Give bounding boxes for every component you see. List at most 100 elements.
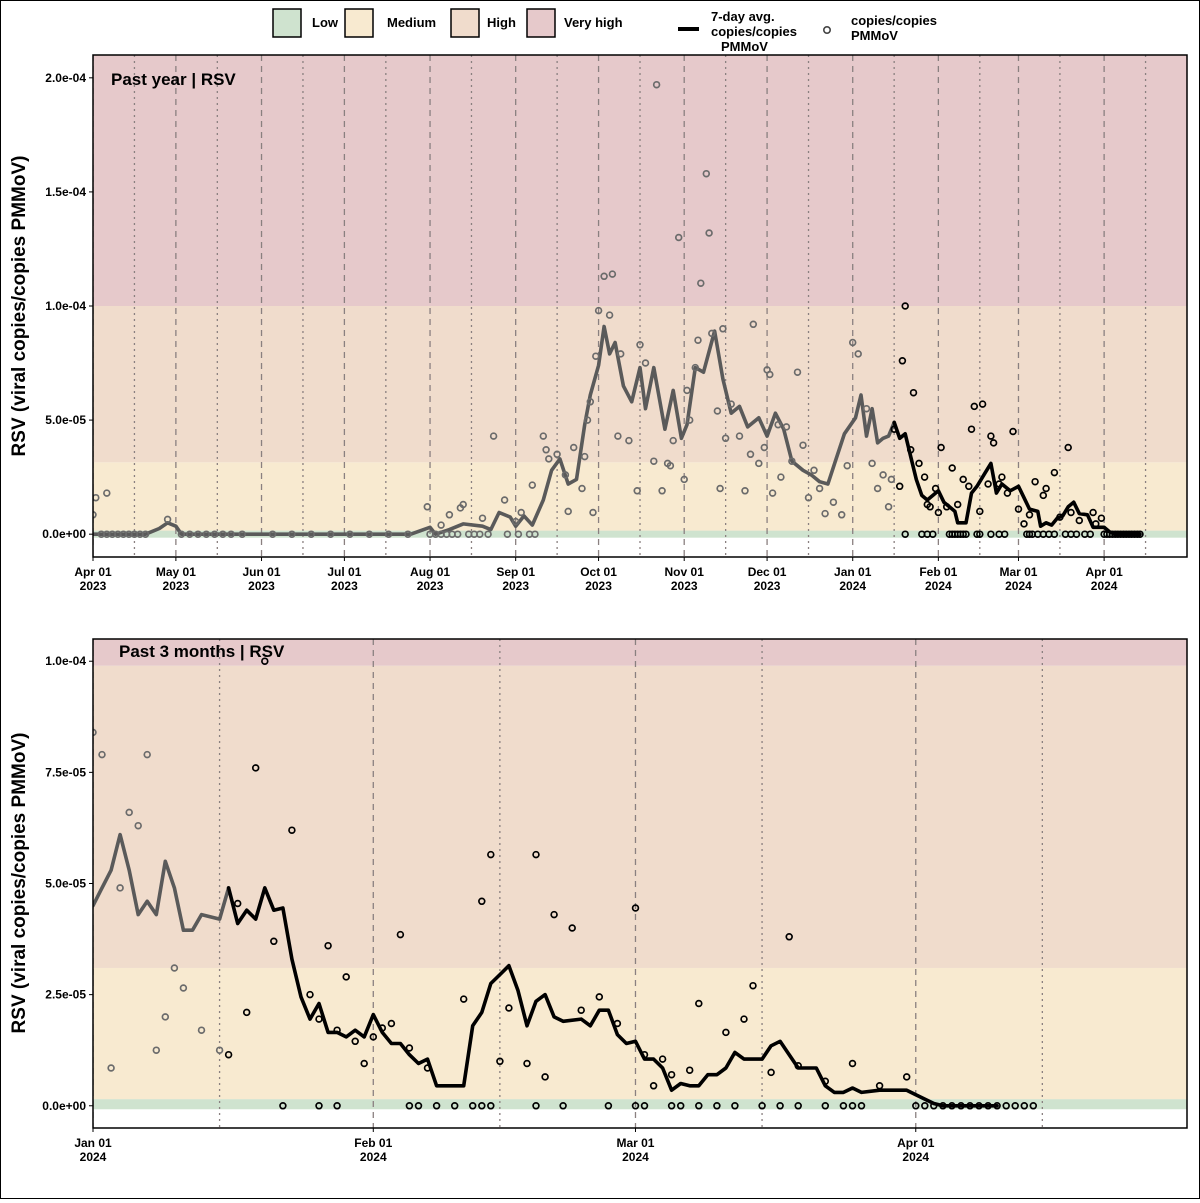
data-point (636, 341, 644, 349)
data-point (1056, 513, 1064, 521)
data-point (975, 1102, 983, 1110)
data-point (676, 1102, 685, 1110)
data-point (93, 493, 100, 502)
plot-area (93, 55, 1187, 557)
plot-area (93, 639, 1187, 1128)
data-point (423, 503, 432, 511)
data-point (875, 1082, 884, 1090)
x-tick-label: Mar 01 (616, 1136, 654, 1150)
x-tick-label: Sep 01 (496, 565, 535, 579)
data-point (768, 489, 777, 497)
band-low-strip (93, 1102, 1187, 1110)
data-point (346, 530, 354, 538)
data-point (384, 530, 393, 538)
data-point (666, 461, 675, 470)
data-point (776, 1102, 784, 1110)
data-point (459, 500, 467, 509)
data-point (901, 302, 909, 310)
data-point (261, 657, 269, 665)
x-tick-label: Dec 01 (748, 565, 787, 579)
data-point (219, 530, 227, 538)
data-point (468, 1102, 477, 1110)
data-point (161, 1013, 170, 1021)
data-point (1029, 1102, 1038, 1110)
data-point (705, 229, 713, 237)
data-point (713, 407, 722, 415)
data-point (909, 388, 918, 397)
data-point (532, 850, 540, 859)
data-point (667, 1102, 676, 1110)
legend-swatch-high (450, 8, 480, 38)
x-tick-year: 2023 (585, 579, 612, 593)
band-medium (93, 967, 1187, 1100)
data-point (487, 1102, 495, 1110)
data-point (984, 1102, 992, 1110)
data-point (625, 436, 633, 445)
data-point (194, 530, 202, 538)
data-point (1020, 520, 1028, 528)
x-tick-label: Jan 01 (74, 1136, 112, 1150)
data-point (667, 1070, 676, 1079)
data-point (788, 457, 796, 465)
y-tick-label: 2.5e-05 (45, 988, 86, 1002)
data-point (170, 964, 179, 972)
data-point (553, 450, 561, 459)
data-point (1086, 530, 1095, 538)
x-tick-year: 2023 (502, 579, 529, 593)
data-point (215, 1046, 224, 1054)
data-point (333, 1026, 341, 1034)
y-tick-label: 1.5e-04 (45, 185, 86, 199)
data-point (685, 1066, 694, 1074)
data-point (453, 530, 462, 538)
data-point (680, 475, 688, 484)
data-point (691, 363, 700, 372)
data-point (1011, 1102, 1019, 1110)
data-point (613, 1019, 622, 1028)
data-point (592, 352, 600, 360)
x-tick-label: Jul 01 (327, 565, 361, 579)
data-point (948, 1102, 956, 1110)
x-tick-year: 2023 (80, 579, 107, 593)
x-tick-year: 2024 (360, 1150, 387, 1164)
data-point (1000, 530, 1009, 538)
x-tick-label: Nov 01 (665, 565, 705, 579)
data-point (224, 1050, 233, 1059)
data-point (432, 1102, 441, 1110)
data-point (921, 1102, 929, 1110)
data-point (396, 930, 405, 939)
data-point (722, 1028, 730, 1037)
data-point (1009, 427, 1017, 436)
data-point (478, 514, 487, 522)
data-point (898, 357, 907, 365)
data-point (93, 728, 97, 737)
data-point (658, 487, 666, 495)
data-point (777, 473, 785, 481)
data-point (404, 530, 412, 538)
panel-past-3-months: 0.0e+00 2.5e-05 5.0e-05 7.5e-05 1.0e-04 Jan 0… (9, 638, 1188, 1164)
data-point (141, 530, 150, 538)
x-tick-year: 2024 (80, 1150, 107, 1164)
data-point (976, 507, 984, 516)
data-point (487, 850, 495, 859)
panel-title: Past 3 months | RSV (119, 642, 285, 661)
data-point (608, 270, 617, 278)
y-tick-label: 0.0e+00 (42, 1099, 86, 1113)
data-point (98, 750, 106, 759)
data-point (633, 487, 641, 495)
data-point (365, 530, 374, 538)
series-7day-avg-past (93, 832, 231, 932)
data-point (895, 482, 904, 491)
data-point (906, 446, 915, 454)
data-point (500, 496, 509, 504)
data-point (496, 1057, 504, 1066)
data-point (1031, 477, 1039, 486)
data-point (185, 530, 194, 538)
legend-label-very-high: Very high (564, 15, 623, 30)
data-point (829, 498, 838, 506)
x-tick-label: May 01 (156, 565, 196, 579)
data-point (674, 233, 683, 242)
data-point (984, 480, 992, 488)
series-7day-avg-recent (892, 420, 1142, 536)
data-point (489, 432, 498, 440)
